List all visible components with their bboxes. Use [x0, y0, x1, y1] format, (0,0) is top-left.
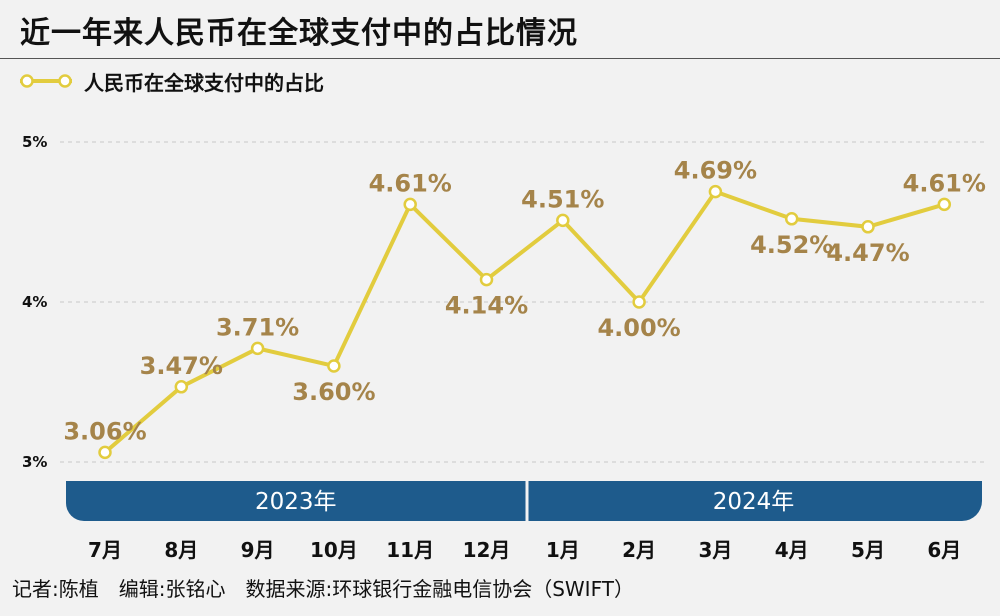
series-line [103, 189, 945, 454]
year-label: 2024年 [713, 489, 795, 515]
title-divider [0, 58, 1000, 59]
data-point [632, 295, 646, 309]
x-tick-label: 1月 [546, 538, 580, 562]
legend-line-marker-icon [20, 74, 72, 88]
data-label: 3.47% [140, 352, 223, 380]
x-tick-label: 12月 [463, 538, 511, 562]
year-band-2024 [527, 481, 982, 521]
data-label: 4.47% [826, 239, 909, 267]
x-tick-label: 8月 [164, 538, 198, 562]
x-tick-label: 10月 [310, 538, 358, 562]
x-tick-label: 2月 [622, 538, 656, 562]
data-label: 4.14% [445, 292, 528, 320]
data-label: 4.51% [521, 185, 604, 213]
data-point [98, 445, 112, 460]
data-point [174, 380, 189, 394]
year-label: 2023年 [255, 489, 337, 515]
data-point [403, 197, 417, 212]
x-tick-label: 4月 [775, 538, 809, 562]
data-label: 4.61% [369, 169, 452, 197]
data-point [250, 341, 265, 356]
data-label: 4.00% [597, 314, 680, 342]
x-tick-label: 7月 [88, 538, 122, 562]
x-tick-label: 11月 [386, 538, 434, 562]
x-tick-label: 5月 [851, 538, 885, 562]
y-tick-label: 4% [22, 293, 47, 311]
data-label: 3.06% [63, 417, 146, 445]
legend-label: 人民币在全球支付中的占比 [84, 70, 324, 95]
x-tick-label: 3月 [698, 538, 732, 562]
data-point [861, 220, 875, 234]
data-point [708, 184, 723, 199]
y-tick-label: 5% [22, 133, 47, 151]
data-label: 4.69% [674, 157, 757, 185]
data-point [784, 212, 799, 226]
chart-title: 近一年来人民币在全球支付中的占比情况 [20, 16, 578, 51]
data-point [479, 272, 494, 287]
legend: 人民币在全球支付中的占比 [18, 66, 324, 96]
x-tick-label: 6月 [927, 538, 961, 562]
data-point [937, 197, 952, 212]
year-band-2023 [66, 481, 527, 521]
data-label: 4.61% [903, 169, 986, 197]
credits: 记者:陈植 编辑:张铭心 数据来源:环球银行金融电信协会（SWIFT） [12, 577, 634, 601]
data-label: 4.52% [750, 231, 833, 259]
data-point [556, 213, 570, 228]
data-label: 3.71% [216, 313, 299, 341]
data-point [327, 359, 341, 373]
data-label: 3.60% [292, 378, 375, 406]
x-tick-label: 9月 [241, 538, 275, 562]
y-tick-label: 3% [22, 453, 47, 471]
